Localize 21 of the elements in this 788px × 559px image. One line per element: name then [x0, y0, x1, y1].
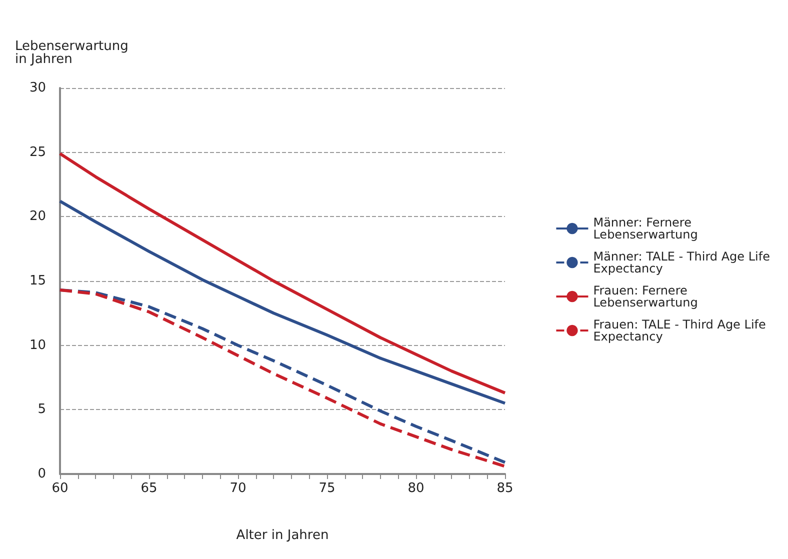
line-series — [58, 152, 506, 394]
y-tick-label: 20 — [29, 209, 46, 224]
y-axis-title: Lebenserwartung in Jahren — [15, 39, 128, 67]
y-tick-label: 15 — [29, 274, 46, 288]
y-tick-label: 0 — [38, 466, 46, 482]
y-tick-label: 30 — [29, 80, 46, 96]
x-axis-title: Alter in Jahren — [236, 528, 329, 543]
legend-label: Frauen: Fernere Lebenserwartung — [593, 284, 698, 310]
y-tick-label: 10 — [29, 338, 46, 353]
y-tick-label: 5 — [38, 402, 46, 418]
legend-label: Männer: TALE - Third Age Life Expectancy — [593, 250, 770, 276]
x-tick-label: 85 — [496, 481, 514, 496]
x-tick-label: 60 — [52, 481, 68, 496]
x-tick-label: 70 — [230, 481, 246, 496]
x-tick-label: 75 — [318, 481, 336, 496]
legend-label: Männer: Fernere Lebenserwartung — [593, 216, 698, 242]
x-tick-label: 65 — [140, 481, 158, 496]
y-tick-label: 25 — [29, 144, 46, 160]
line-series — [58, 200, 506, 405]
x-tick-label: 80 — [408, 481, 424, 496]
legend-label: Frauen: TALE - Third Age Life Expectancy — [593, 318, 766, 344]
